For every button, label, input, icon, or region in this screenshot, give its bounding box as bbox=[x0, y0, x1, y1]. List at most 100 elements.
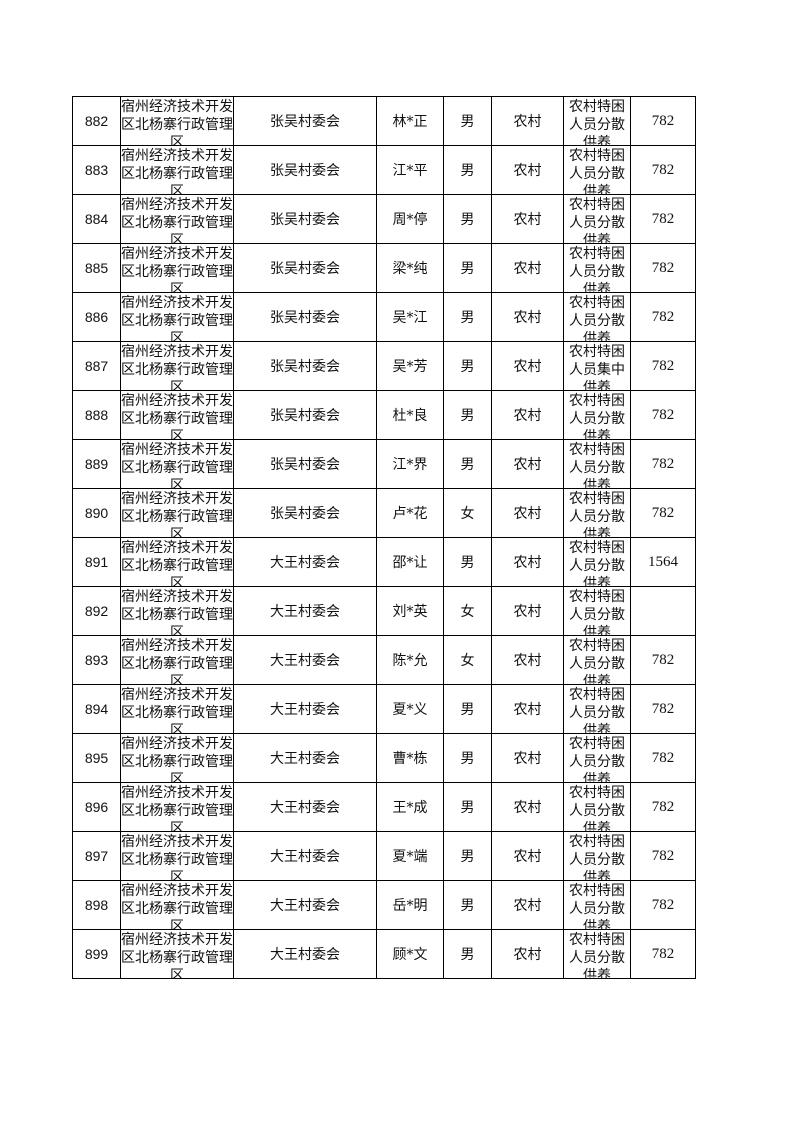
cell-village: 大王村委会 bbox=[233, 733, 377, 783]
cell-name: 曹*栋 bbox=[376, 733, 444, 783]
cell-gender: 男 bbox=[443, 390, 492, 440]
cell-category: 农村特困人员分散供养 bbox=[563, 733, 631, 783]
cell-gender: 男 bbox=[443, 145, 492, 195]
cell-name: 刘*英 bbox=[376, 586, 444, 636]
table-row: 892 宿州经济技术开发区北杨寨行政管理区 大王村委会 刘*英 女 农村 农村特… bbox=[72, 586, 696, 636]
cell-type: 农村 bbox=[491, 390, 564, 440]
cell-village: 张吴村委会 bbox=[233, 292, 377, 342]
table-row: 887 宿州经济技术开发区北杨寨行政管理区 张吴村委会 吴*芳 男 农村 农村特… bbox=[72, 341, 696, 391]
cell-category: 农村特困人员分散供养 bbox=[563, 488, 631, 538]
cell-area: 宿州经济技术开发区北杨寨行政管理区 bbox=[120, 439, 234, 489]
cell-village: 张吴村委会 bbox=[233, 145, 377, 195]
cell-number: 884 bbox=[72, 194, 121, 244]
cell-type: 农村 bbox=[491, 145, 564, 195]
cell-amount: 782 bbox=[630, 488, 696, 538]
cell-area: 宿州经济技术开发区北杨寨行政管理区 bbox=[120, 635, 234, 685]
cell-category: 农村特困人员分散供养 bbox=[563, 439, 631, 489]
cell-village: 大王村委会 bbox=[233, 929, 377, 979]
cell-area: 宿州经济技术开发区北杨寨行政管理区 bbox=[120, 194, 234, 244]
cell-number: 883 bbox=[72, 145, 121, 195]
cell-type: 农村 bbox=[491, 733, 564, 783]
cell-village: 大王村委会 bbox=[233, 635, 377, 685]
cell-amount: 782 bbox=[630, 929, 696, 979]
cell-gender: 男 bbox=[443, 880, 492, 930]
cell-number: 893 bbox=[72, 635, 121, 685]
cell-amount: 782 bbox=[630, 292, 696, 342]
cell-area: 宿州经济技术开发区北杨寨行政管理区 bbox=[120, 243, 234, 293]
cell-village: 大王村委会 bbox=[233, 586, 377, 636]
table-row: 897 宿州经济技术开发区北杨寨行政管理区 大王村委会 夏*端 男 农村 农村特… bbox=[72, 831, 696, 881]
cell-name: 周*停 bbox=[376, 194, 444, 244]
cell-gender: 男 bbox=[443, 194, 492, 244]
cell-area: 宿州经济技术开发区北杨寨行政管理区 bbox=[120, 782, 234, 832]
cell-category: 农村特困人员集中供养 bbox=[563, 341, 631, 391]
cell-category: 农村特困人员分散供养 bbox=[563, 586, 631, 636]
cell-village: 张吴村委会 bbox=[233, 194, 377, 244]
table-row: 891 宿州经济技术开发区北杨寨行政管理区 大王村委会 邵*让 男 农村 农村特… bbox=[72, 537, 696, 587]
cell-type: 农村 bbox=[491, 782, 564, 832]
cell-name: 杜*良 bbox=[376, 390, 444, 440]
cell-number: 894 bbox=[72, 684, 121, 734]
cell-area: 宿州经济技术开发区北杨寨行政管理区 bbox=[120, 929, 234, 979]
cell-village: 张吴村委会 bbox=[233, 439, 377, 489]
cell-village: 张吴村委会 bbox=[233, 390, 377, 440]
table-row: 895 宿州经济技术开发区北杨寨行政管理区 大王村委会 曹*栋 男 农村 农村特… bbox=[72, 733, 696, 783]
table-row: 889 宿州经济技术开发区北杨寨行政管理区 张吴村委会 江*界 男 农村 农村特… bbox=[72, 439, 696, 489]
cell-type: 农村 bbox=[491, 243, 564, 293]
cell-gender: 男 bbox=[443, 439, 492, 489]
cell-village: 张吴村委会 bbox=[233, 488, 377, 538]
cell-village: 张吴村委会 bbox=[233, 341, 377, 391]
cell-area: 宿州经济技术开发区北杨寨行政管理区 bbox=[120, 341, 234, 391]
cell-gender: 女 bbox=[443, 586, 492, 636]
cell-type: 农村 bbox=[491, 292, 564, 342]
cell-amount: 1564 bbox=[630, 537, 696, 587]
cell-area: 宿州经济技术开发区北杨寨行政管理区 bbox=[120, 488, 234, 538]
cell-type: 农村 bbox=[491, 586, 564, 636]
table-row: 883 宿州经济技术开发区北杨寨行政管理区 张吴村委会 江*平 男 农村 农村特… bbox=[72, 145, 696, 195]
cell-type: 农村 bbox=[491, 831, 564, 881]
cell-amount: 782 bbox=[630, 831, 696, 881]
cell-area: 宿州经济技术开发区北杨寨行政管理区 bbox=[120, 145, 234, 195]
table-row: 894 宿州经济技术开发区北杨寨行政管理区 大王村委会 夏*义 男 农村 农村特… bbox=[72, 684, 696, 734]
cell-gender: 男 bbox=[443, 537, 492, 587]
cell-type: 农村 bbox=[491, 194, 564, 244]
cell-number: 891 bbox=[72, 537, 121, 587]
cell-name: 顾*文 bbox=[376, 929, 444, 979]
cell-name: 夏*端 bbox=[376, 831, 444, 881]
cell-area: 宿州经济技术开发区北杨寨行政管理区 bbox=[120, 831, 234, 881]
cell-amount: 782 bbox=[630, 880, 696, 930]
cell-number: 897 bbox=[72, 831, 121, 881]
cell-number: 885 bbox=[72, 243, 121, 293]
cell-area: 宿州经济技术开发区北杨寨行政管理区 bbox=[120, 537, 234, 587]
cell-number: 896 bbox=[72, 782, 121, 832]
records-table: 882 宿州经济技术开发区北杨寨行政管理区 张吴村委会 林*正 男 农村 农村特… bbox=[72, 96, 696, 979]
cell-area: 宿州经济技术开发区北杨寨行政管理区 bbox=[120, 96, 234, 146]
cell-name: 江*平 bbox=[376, 145, 444, 195]
cell-number: 889 bbox=[72, 439, 121, 489]
cell-type: 农村 bbox=[491, 635, 564, 685]
table-row: 896 宿州经济技术开发区北杨寨行政管理区 大王村委会 王*成 男 农村 农村特… bbox=[72, 782, 696, 832]
cell-amount: 782 bbox=[630, 733, 696, 783]
cell-area: 宿州经济技术开发区北杨寨行政管理区 bbox=[120, 733, 234, 783]
table-row: 893 宿州经济技术开发区北杨寨行政管理区 大王村委会 陈*允 女 农村 农村特… bbox=[72, 635, 696, 685]
cell-number: 882 bbox=[72, 96, 121, 146]
cell-village: 大王村委会 bbox=[233, 684, 377, 734]
cell-category: 农村特困人员分散供养 bbox=[563, 684, 631, 734]
cell-name: 林*正 bbox=[376, 96, 444, 146]
cell-amount: 782 bbox=[630, 341, 696, 391]
cell-type: 农村 bbox=[491, 439, 564, 489]
table-row: 890 宿州经济技术开发区北杨寨行政管理区 张吴村委会 卢*花 女 农村 农村特… bbox=[72, 488, 696, 538]
cell-amount: 782 bbox=[630, 390, 696, 440]
cell-category: 农村特困人员分散供养 bbox=[563, 145, 631, 195]
cell-type: 农村 bbox=[491, 537, 564, 587]
cell-name: 陈*允 bbox=[376, 635, 444, 685]
cell-village: 大王村委会 bbox=[233, 880, 377, 930]
cell-village: 张吴村委会 bbox=[233, 96, 377, 146]
cell-amount: 782 bbox=[630, 635, 696, 685]
cell-category: 农村特困人员分散供养 bbox=[563, 880, 631, 930]
cell-amount: 782 bbox=[630, 439, 696, 489]
cell-area: 宿州经济技术开发区北杨寨行政管理区 bbox=[120, 684, 234, 734]
cell-number: 887 bbox=[72, 341, 121, 391]
cell-gender: 男 bbox=[443, 782, 492, 832]
cell-amount: 782 bbox=[630, 782, 696, 832]
